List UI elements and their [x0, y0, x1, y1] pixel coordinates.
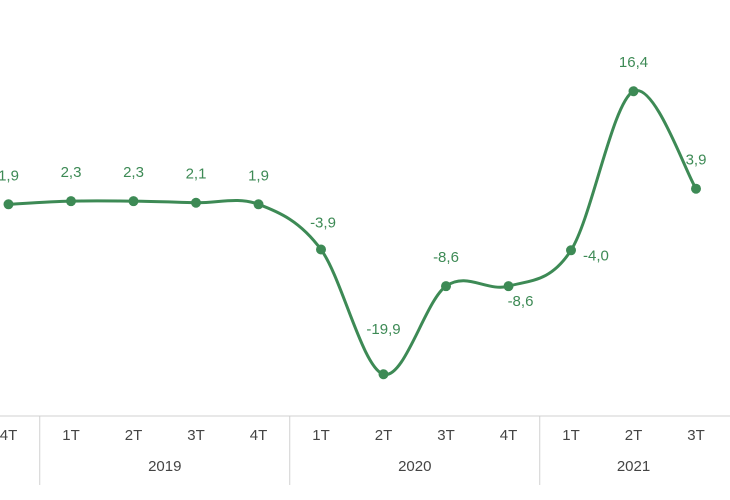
x-tick-label: 3T: [437, 427, 455, 444]
point: [441, 281, 451, 292]
x-tick-label: 3T: [187, 427, 205, 444]
x-tick-label: 4T: [250, 427, 268, 444]
point: [503, 281, 514, 292]
point: [378, 369, 389, 380]
point: [316, 244, 326, 255]
value-label: 16,4: [619, 54, 648, 71]
point: [3, 199, 14, 210]
point: [66, 196, 76, 207]
point: [128, 196, 139, 207]
group-label: 2021: [617, 458, 650, 475]
value-label: -8,6: [508, 293, 534, 310]
x-tick-label: 4T: [500, 427, 518, 444]
value-label: 2,3: [61, 164, 82, 181]
value-label: 1,9: [0, 167, 19, 184]
value-label: 1,9: [248, 167, 269, 184]
x-tick-label: 1T: [562, 427, 580, 444]
point: [691, 183, 701, 194]
group-label: 2019: [148, 458, 181, 475]
x-tick-label: 2T: [625, 427, 643, 444]
value-label: -4,0: [583, 247, 609, 264]
value-label: 2,3: [123, 164, 144, 181]
value-label: -3,9: [310, 214, 336, 231]
x-tick-label: 2T: [125, 427, 143, 444]
x-tick-label: 3T: [687, 427, 705, 444]
x-tick-label: 2T: [375, 427, 393, 444]
point: [253, 199, 264, 210]
point: [566, 245, 576, 256]
value-label: 3,9: [686, 152, 707, 169]
x-tick-label: 1T: [62, 427, 80, 444]
line: [8, 89, 698, 376]
group-label: 2020: [398, 458, 431, 475]
x-tick-label: 1T: [312, 427, 330, 444]
x-tick-label: 4T: [0, 427, 17, 444]
point: [628, 86, 639, 97]
value-label: -8,6: [433, 249, 459, 266]
point: [191, 197, 201, 208]
value-label: -19,9: [366, 321, 400, 338]
value-label: 2,1: [186, 166, 207, 183]
